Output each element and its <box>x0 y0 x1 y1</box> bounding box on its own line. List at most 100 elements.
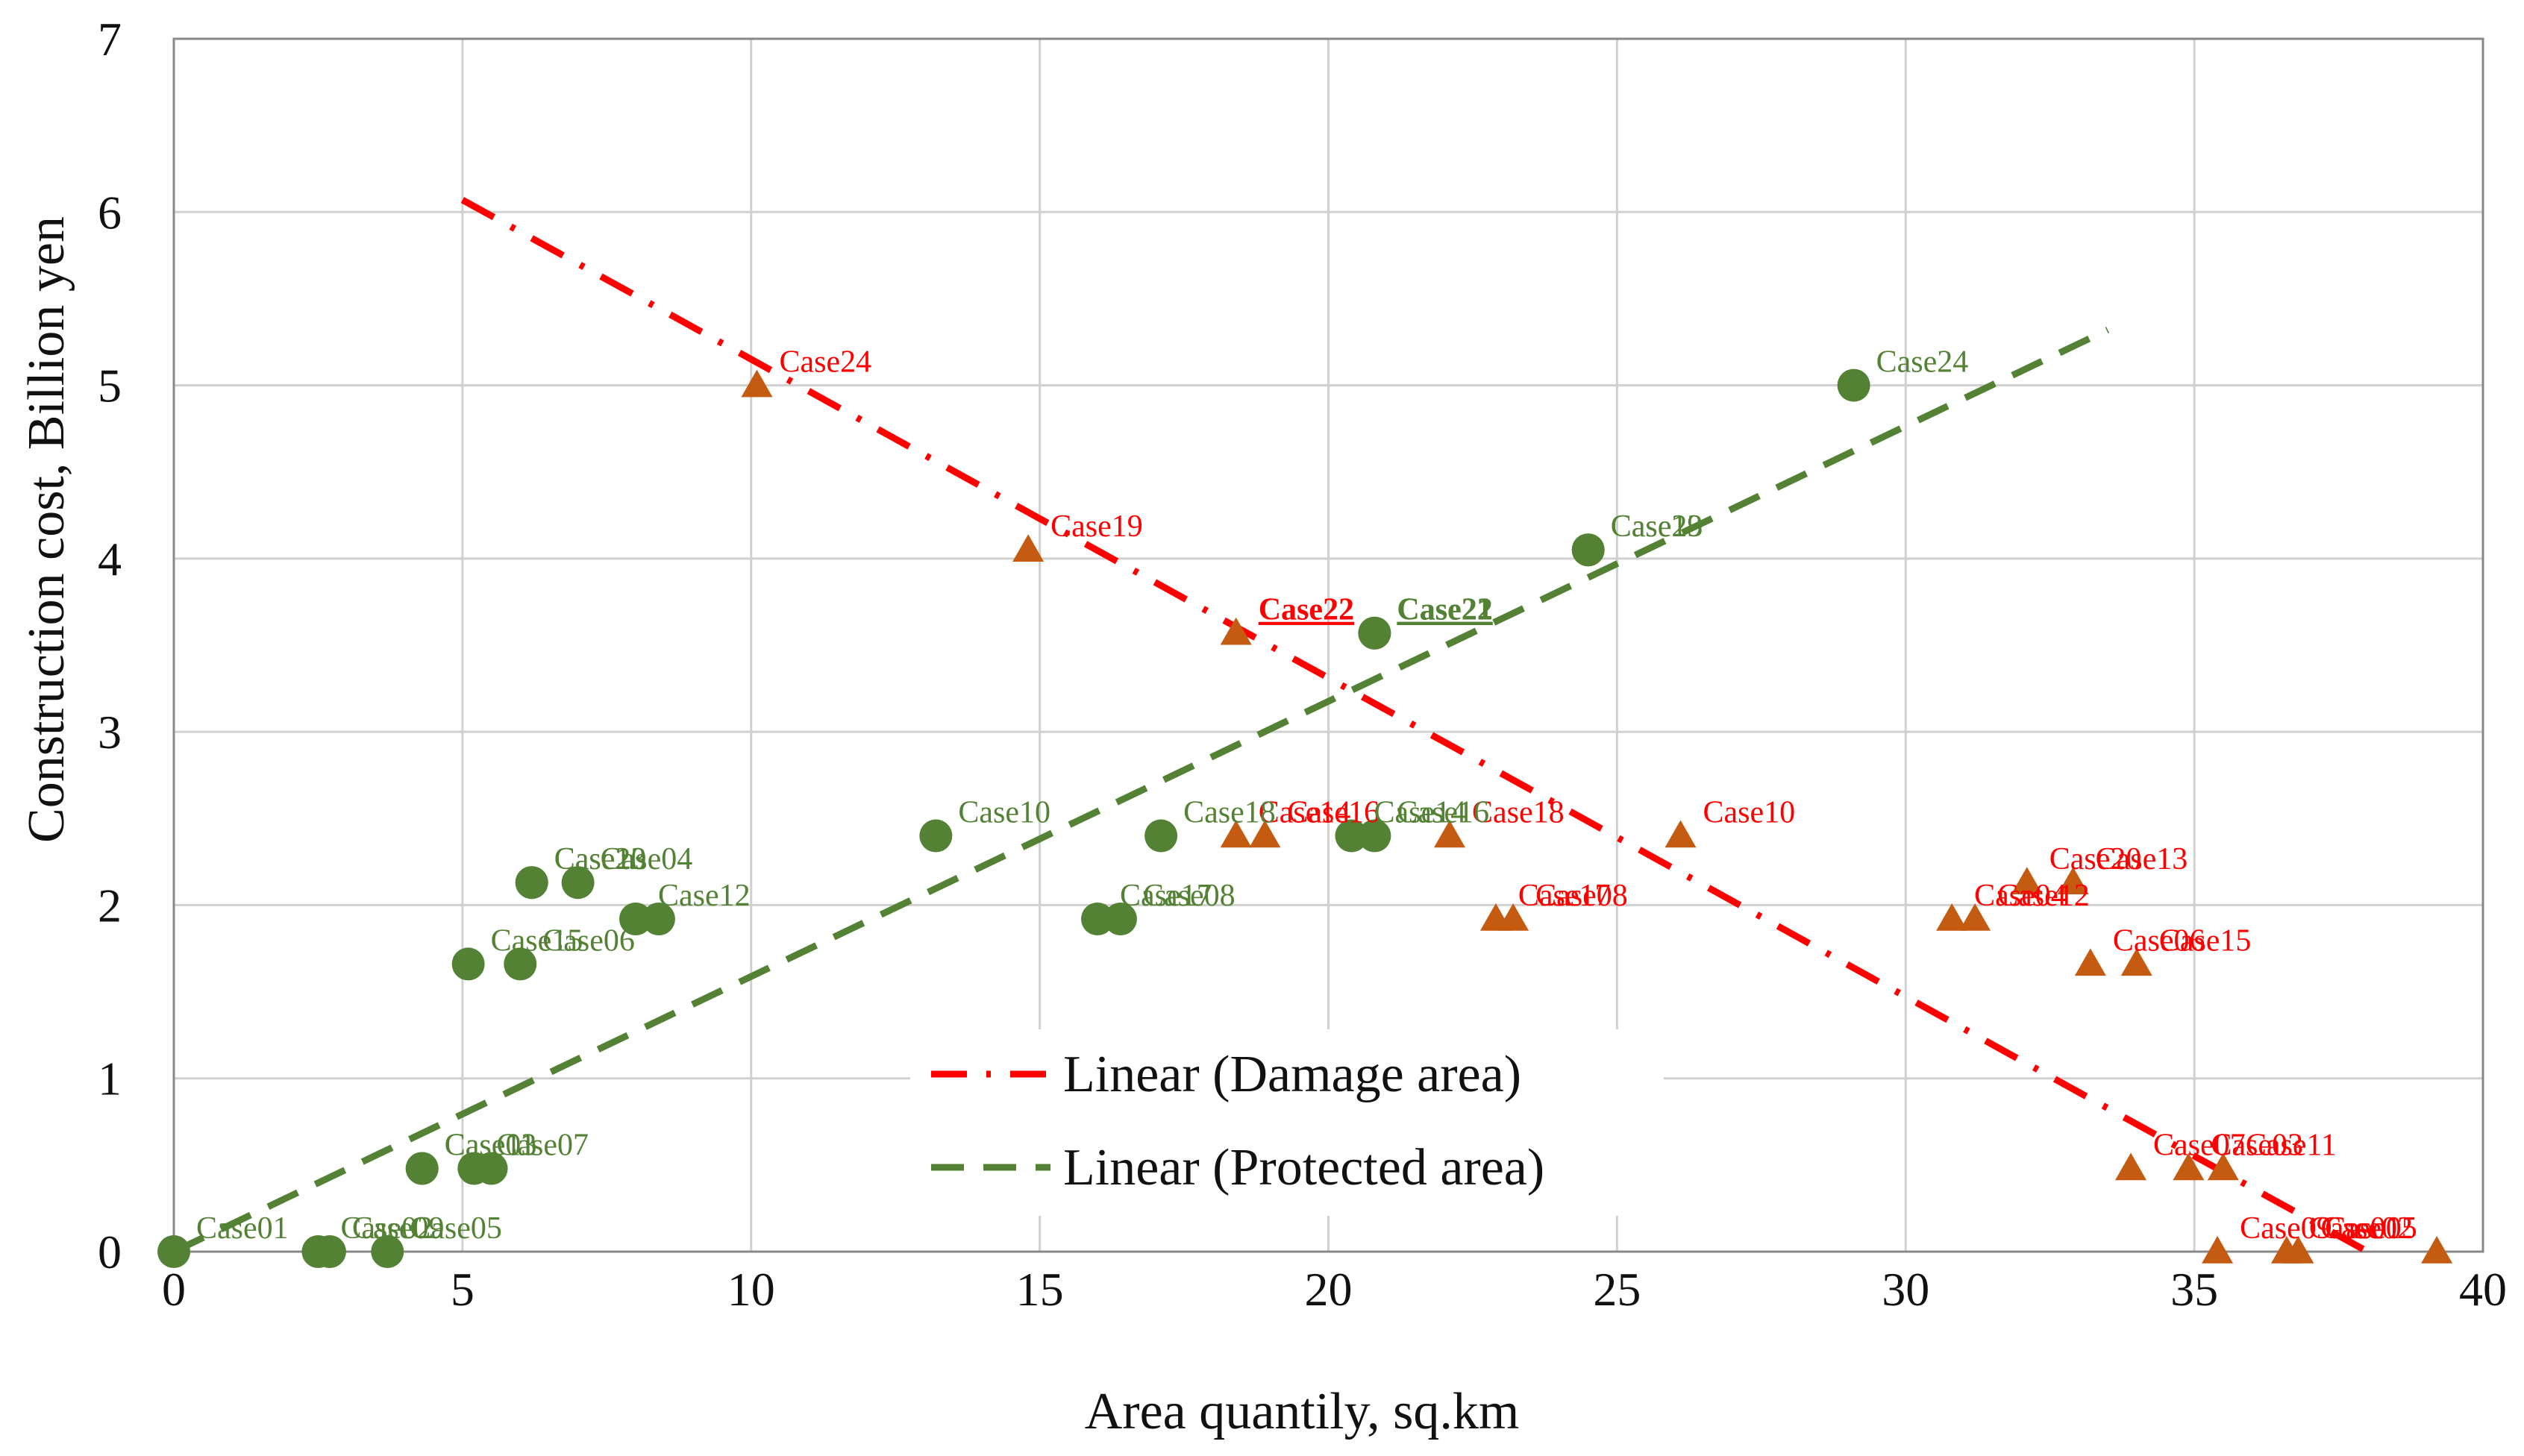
damage-point-marker <box>2202 1236 2234 1264</box>
point-label: Case01 <box>196 1211 289 1246</box>
y-tick-label: 3 <box>98 706 122 759</box>
damage-point-marker <box>1433 820 1465 848</box>
point-label: Case23 <box>1611 509 1703 544</box>
point-label: Case03 <box>2211 1129 2303 1163</box>
legend-label-damage: Linear (Damage area) <box>1063 1046 1521 1103</box>
x-tick-label: 10 <box>727 1263 775 1316</box>
y-tick-label: 2 <box>98 879 122 932</box>
protected-point-marker <box>642 903 675 936</box>
point-label: Case16 <box>1397 796 1489 830</box>
point-label: Case22 <box>1259 593 1354 627</box>
point-label: Case20 <box>554 842 647 876</box>
protected-point-marker <box>1358 819 1391 853</box>
damage-point-marker <box>2120 948 2152 976</box>
damage-point-marker <box>1249 820 1281 848</box>
point-label: Case13 <box>554 842 647 876</box>
point-label: Case02 <box>340 1211 433 1246</box>
protected-point-marker <box>405 1152 439 1185</box>
damage-point-marker <box>1220 617 1252 645</box>
protected-point-marker <box>371 1235 404 1268</box>
protected-point-marker <box>619 903 652 936</box>
point-label: Case19 <box>1050 509 1143 544</box>
point-label: Case06 <box>2113 923 2205 958</box>
point-label: Case15 <box>491 923 583 958</box>
point-label: Case21 <box>1397 593 1492 627</box>
protected-point-marker <box>1144 819 1178 853</box>
point-label: Case15 <box>2159 923 2252 958</box>
x-tick-label: 20 <box>1305 1263 1353 1316</box>
x-tick-label: 35 <box>2170 1263 2218 1316</box>
protected-point-marker <box>1335 819 1368 853</box>
protected-point-marker <box>1081 903 1114 936</box>
point-label: Case09 <box>352 1211 445 1246</box>
damage-point-marker <box>2115 1152 2147 1181</box>
legend-label-protected: Linear (Protected area) <box>1063 1139 1544 1196</box>
tick-labels: 0 5 10 15 20 25 30 35 40 0 1 2 3 4 5 6 7 <box>98 13 2507 1316</box>
point-label: Case07 <box>2153 1129 2246 1163</box>
protected-point-marker <box>1358 616 1391 650</box>
point-label: Case16 <box>1287 796 1380 830</box>
point-label: Case08 <box>1143 879 1236 913</box>
legend-background <box>910 1029 1664 1216</box>
x-tick-label: 40 <box>2459 1263 2507 1316</box>
protected-point-marker <box>919 819 953 853</box>
point-label: Case18 <box>1183 796 1276 830</box>
point-label: Case13 <box>2096 842 2188 876</box>
damage-point-marker <box>1497 903 1529 931</box>
y-tick-label: 7 <box>98 13 122 66</box>
point-label: Case06 <box>542 923 635 958</box>
x-tick-label: 25 <box>1593 1263 1641 1316</box>
damage-point-marker <box>741 369 773 398</box>
point-label: Case18 <box>1472 796 1565 830</box>
y-tick-label: 5 <box>98 360 122 412</box>
protected-point-marker <box>1837 368 1870 402</box>
x-tick-label: 30 <box>1882 1263 1929 1316</box>
point-label: Case24 <box>779 345 871 380</box>
point-label: Case03 <box>445 1129 537 1163</box>
point-label: Case14 <box>1259 796 1351 830</box>
damage-point-marker <box>2057 867 2089 894</box>
y-tick-label: 4 <box>98 533 122 586</box>
point-label: Case12 <box>1997 879 2090 913</box>
point-label: Case10 <box>958 796 1050 830</box>
point-label: Case20 <box>2049 842 2142 876</box>
point-label: Case24 <box>1876 345 1969 380</box>
point-label: Case14 <box>1374 796 1466 830</box>
point-label: Case12 <box>658 879 751 913</box>
damage-point-marker <box>2011 867 2043 894</box>
damage-point-marker <box>2421 1236 2453 1264</box>
damage-point-marker <box>1665 820 1697 848</box>
plot-frame <box>172 37 2484 1253</box>
point-label: Case17 <box>1518 879 1611 913</box>
protected-point-marker <box>451 947 485 981</box>
point-label: Case05 <box>2325 1211 2417 1246</box>
x-axis-title: Area quantily, sq.km <box>1085 1383 1520 1440</box>
point-label: Case11 <box>2246 1129 2337 1163</box>
damage-point-marker <box>2173 1152 2205 1181</box>
damage-point-marker <box>1936 903 1968 931</box>
damage-point-marker <box>2282 1236 2314 1264</box>
y-tick-label: 0 <box>98 1226 122 1278</box>
point-label: Case10 <box>1703 796 1795 830</box>
damage-point-marker <box>2207 1152 2239 1181</box>
damage-point-marker <box>1959 903 1991 931</box>
trendlines <box>172 197 2370 1255</box>
protected-point-marker <box>313 1235 346 1268</box>
damage-point-marker <box>1012 534 1045 562</box>
point-label: Case02 <box>2320 1211 2413 1246</box>
point-label: Case19 <box>1611 509 1703 544</box>
protected-point-marker <box>1103 903 1137 936</box>
y-tick-label: 6 <box>98 186 122 239</box>
damage-point-marker <box>1220 820 1252 848</box>
legend: Linear (Damage area) Linear (Protected a… <box>910 1029 1664 1216</box>
point-label: Case07 <box>496 1129 589 1163</box>
point-label: Case04 <box>1974 879 2067 913</box>
protected-point-marker <box>157 1235 190 1268</box>
x-tick-label: 15 <box>1016 1263 1064 1316</box>
point-label: Case09 <box>2240 1211 2332 1246</box>
point-label: Case04 <box>601 842 693 876</box>
x-tick-label: 5 <box>451 1263 475 1316</box>
y-axis-title: Construction cost, Billion yen <box>18 216 75 843</box>
